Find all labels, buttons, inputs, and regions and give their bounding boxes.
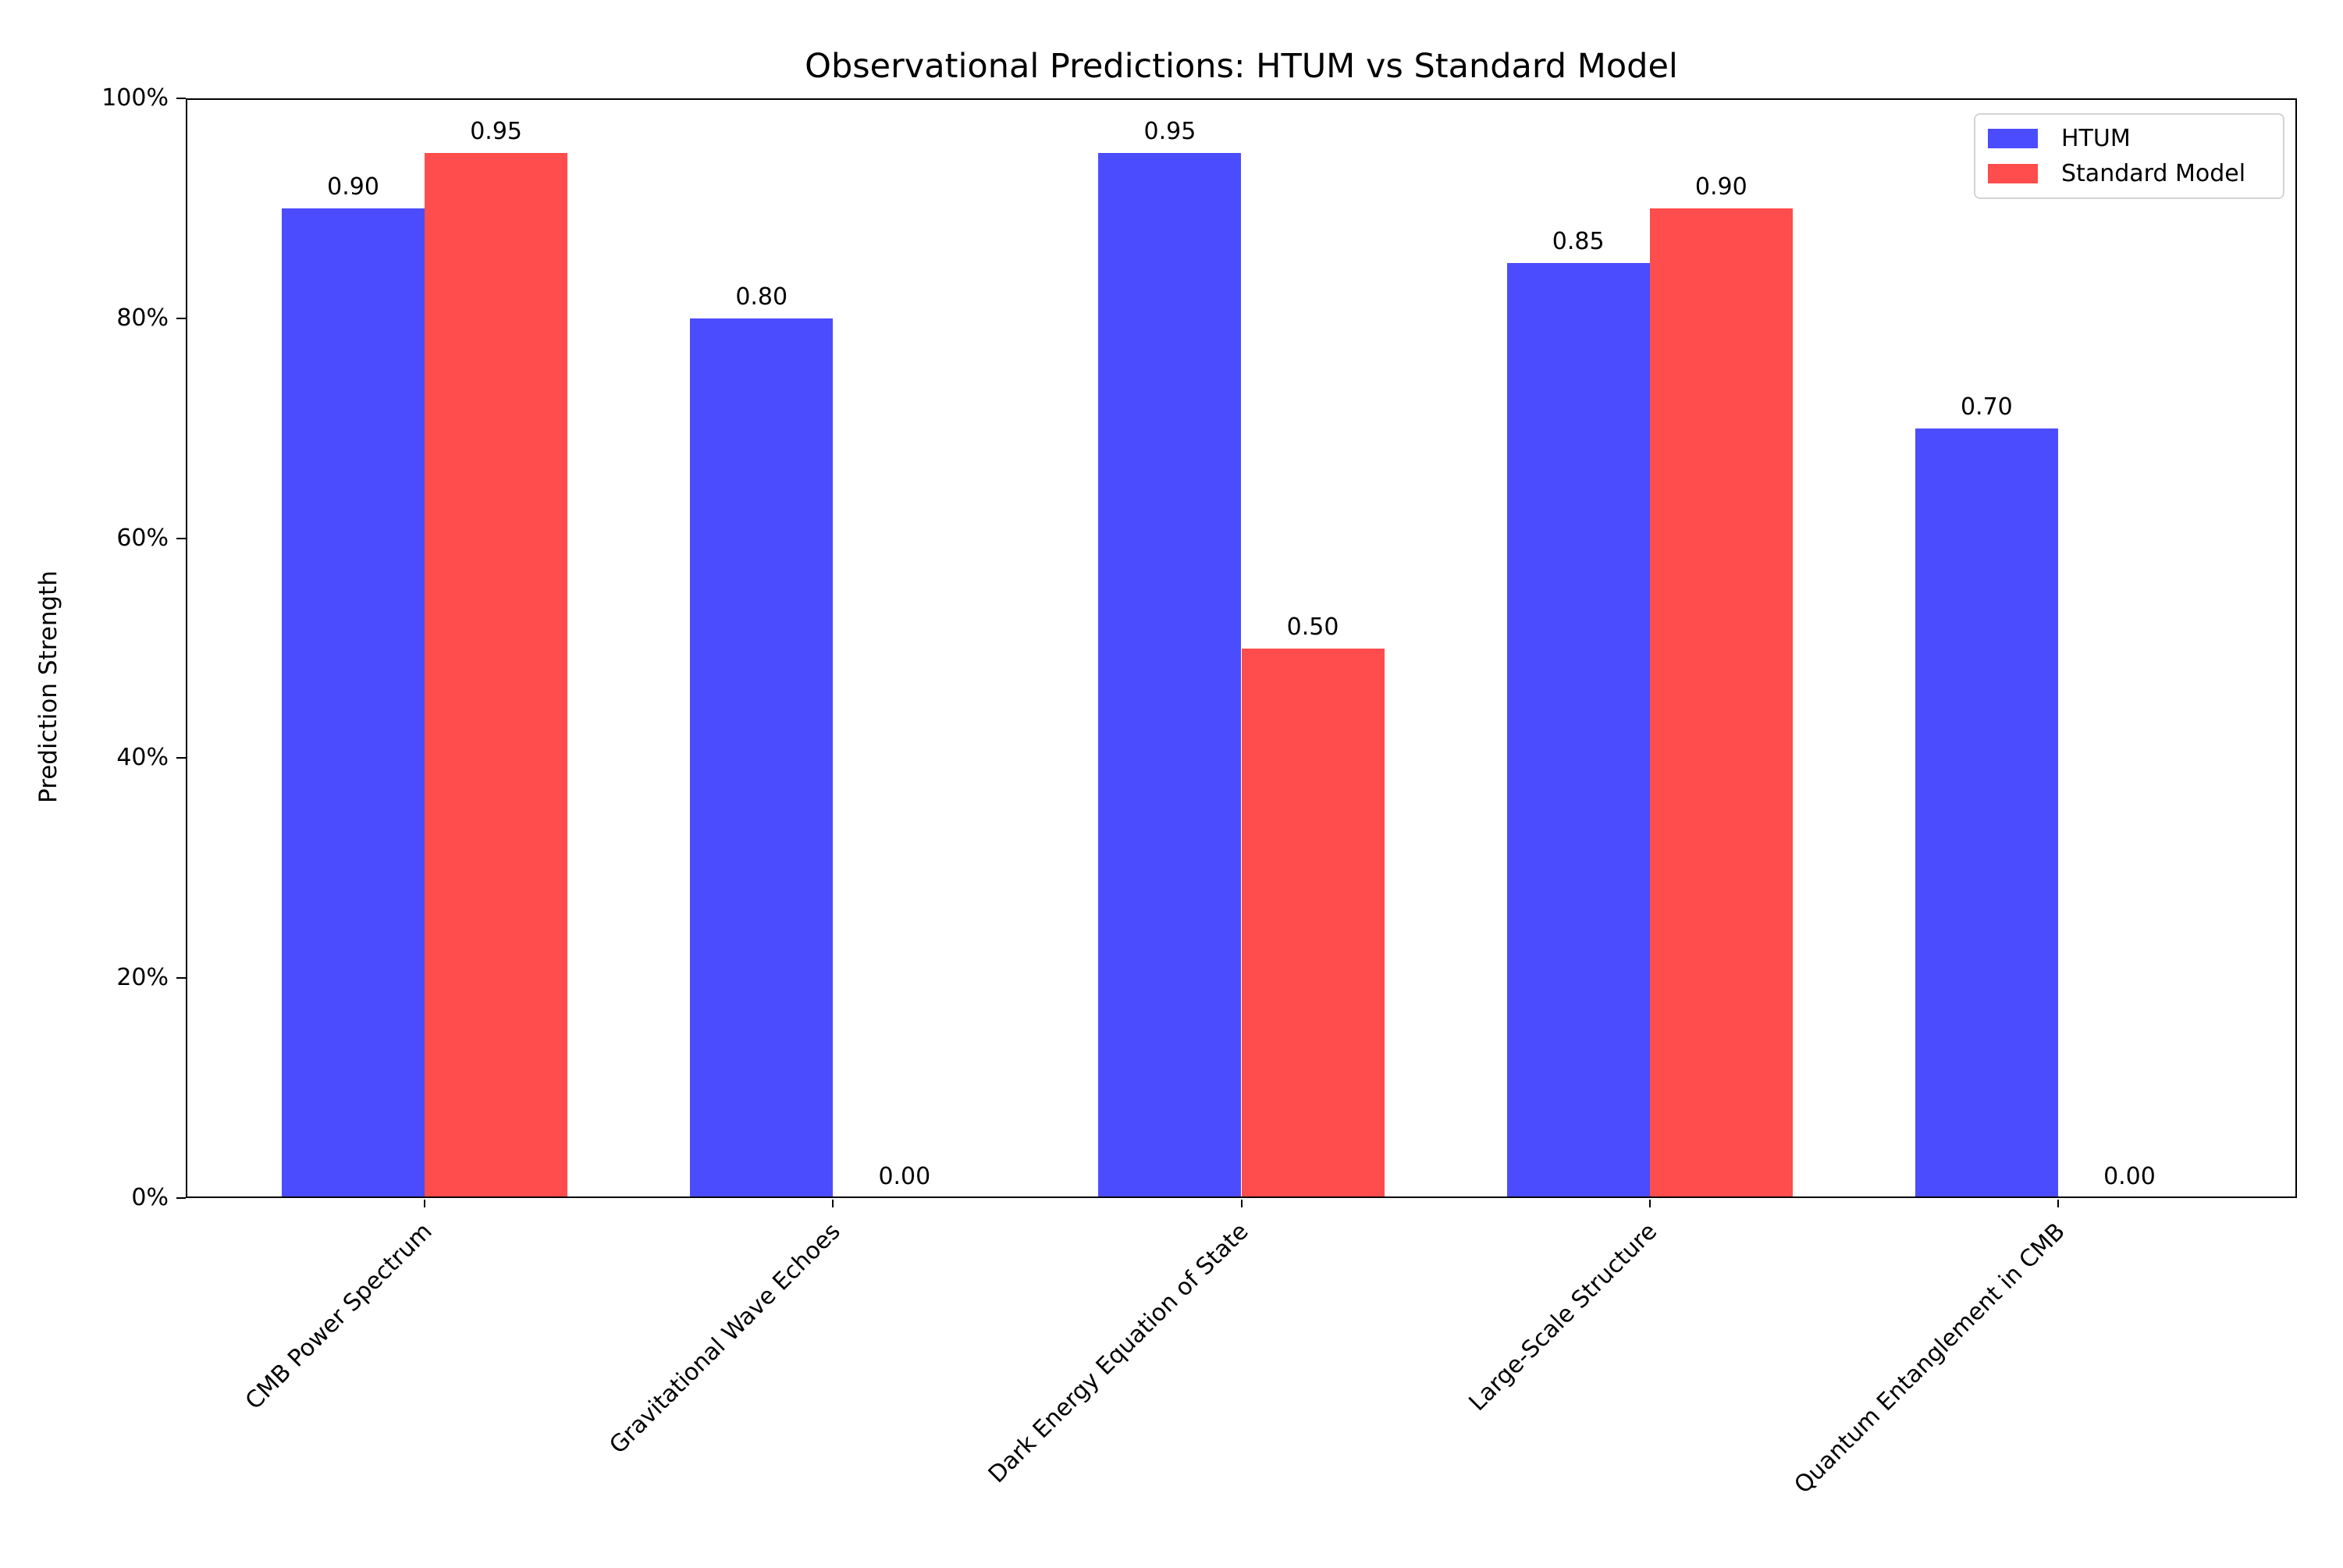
legend-item-htum: HTUM: [1988, 126, 2270, 151]
y-tick-label-100: 100%: [101, 84, 169, 112]
bar-htum-0: [281, 208, 425, 1198]
value-label-standard-model-2: 0.50: [1286, 613, 1339, 641]
value-label-standard-model-4: 0.00: [2103, 1163, 2156, 1190]
plot-area: [186, 98, 2297, 1198]
value-label-htum-2: 0.95: [1143, 118, 1196, 146]
y-tick-label-20: 20%: [116, 964, 169, 992]
x-tick-2: [1240, 1200, 1243, 1207]
value-label-standard-model-1: 0.00: [878, 1163, 931, 1190]
y-tick-60: [176, 537, 186, 539]
legend-label-htum: HTUM: [2061, 124, 2131, 152]
y-tick-label-60: 60%: [116, 524, 169, 552]
y-axis-label: Prediction Strength: [34, 571, 62, 803]
x-tick-label-cmb-power-spectrum: CMB Power Spectrum: [240, 1218, 438, 1416]
y-tick-100: [176, 98, 186, 99]
y-tick-label-0: 0%: [131, 1184, 169, 1211]
value-label-standard-model-3: 0.90: [1694, 172, 1747, 201]
bar-htum-1: [690, 318, 834, 1198]
bar-htum-2: [1098, 153, 1242, 1198]
chart-title: Observational Predictions: HTUM vs Stand…: [805, 47, 1678, 86]
legend: HTUM Standard Model: [1974, 113, 2284, 199]
bar-standard-model-0: [425, 153, 568, 1198]
legend-swatch-htum: [1988, 129, 2038, 148]
x-tick-4: [2057, 1200, 2059, 1207]
value-label-htum-4: 0.70: [1960, 393, 2013, 421]
x-tick-1: [832, 1200, 834, 1207]
y-tick-0: [176, 1197, 186, 1199]
value-label-standard-model-0: 0.95: [470, 118, 523, 146]
x-tick-3: [1648, 1200, 1651, 1207]
bar-standard-model-3: [1649, 208, 1793, 1198]
value-label-htum-0: 0.90: [327, 172, 379, 201]
y-tick-label-80: 80%: [116, 304, 169, 332]
legend-swatch-standard-model: [1988, 164, 2038, 183]
y-tick-80: [176, 317, 186, 319]
x-tick-label-quantum-entanglement-in-cmb: Quantum Entanglement in CMB: [1789, 1218, 2071, 1499]
y-tick-label-40: 40%: [116, 744, 169, 772]
legend-item-standard-model: Standard Model: [1988, 159, 2270, 187]
y-tick-20: [176, 977, 186, 980]
legend-label-standard-model: Standard Model: [2061, 159, 2246, 187]
bar-htum-3: [1506, 263, 1650, 1198]
y-tick-40: [176, 757, 186, 759]
x-tick-label-large-scale-structure: Large-Scale Structure: [1463, 1218, 1662, 1417]
bar-standard-model-2: [1241, 648, 1385, 1198]
x-tick-0: [424, 1200, 426, 1207]
value-label-htum-1: 0.80: [735, 283, 788, 311]
bar-htum-4: [1915, 428, 2058, 1198]
x-tick-label-dark-energy-equation-of-state: Dark Energy Equation of State: [983, 1218, 1254, 1489]
x-tick-label-gravitational-wave-echoes: Gravitational Wave Echoes: [603, 1218, 846, 1460]
value-label-htum-3: 0.85: [1552, 228, 1605, 256]
